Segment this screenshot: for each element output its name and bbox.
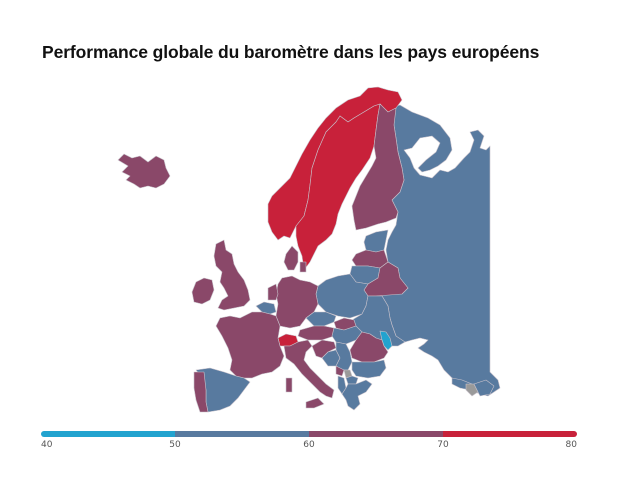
- region-italy-sicily[interactable]: [305, 397, 325, 409]
- region-ireland[interactable]: [191, 277, 215, 305]
- legend-tick-50: 50: [169, 440, 181, 450]
- region-denmark[interactable]: [283, 245, 299, 271]
- region-finland[interactable]: [351, 103, 405, 231]
- legend-segment-40-50: [41, 431, 175, 437]
- region-bulgaria[interactable]: [351, 359, 387, 379]
- legend-tick-60: 60: [303, 440, 315, 450]
- region-iceland[interactable]: [117, 153, 171, 189]
- chart-title: Performance globale du baromètre dans le…: [42, 42, 540, 62]
- region-denmark-zealand[interactable]: [299, 261, 307, 273]
- region-italy[interactable]: [283, 339, 335, 399]
- region-france[interactable]: [215, 311, 285, 379]
- legend-segment-70-80: [443, 431, 577, 437]
- legend-segment-60-70: [309, 431, 443, 437]
- region-netherlands[interactable]: [267, 283, 279, 301]
- region-north-macedonia[interactable]: [345, 375, 359, 385]
- region-azerbaijan[interactable]: [473, 379, 495, 397]
- legend-tick-70: 70: [437, 440, 449, 450]
- region-greece[interactable]: [341, 379, 373, 411]
- region-croatia[interactable]: [311, 339, 337, 359]
- region-united-kingdom[interactable]: [213, 239, 251, 311]
- region-romania[interactable]: [349, 331, 389, 363]
- legend-segment-50-60: [175, 431, 309, 437]
- region-armenia[interactable]: [465, 383, 479, 397]
- legend-tick-80: 80: [565, 440, 577, 450]
- legend-color-scale: [41, 431, 577, 437]
- legend-tick-labels: 40 50 60 70 80: [41, 440, 577, 454]
- region-austria[interactable]: [297, 325, 335, 341]
- region-italy-sardinia[interactable]: [285, 377, 293, 393]
- legend-tick-40: 40: [41, 440, 53, 450]
- region-latvia[interactable]: [351, 249, 389, 269]
- region-estonia[interactable]: [363, 229, 389, 253]
- region-montenegro[interactable]: [335, 365, 345, 377]
- region-portugal[interactable]: [193, 371, 209, 413]
